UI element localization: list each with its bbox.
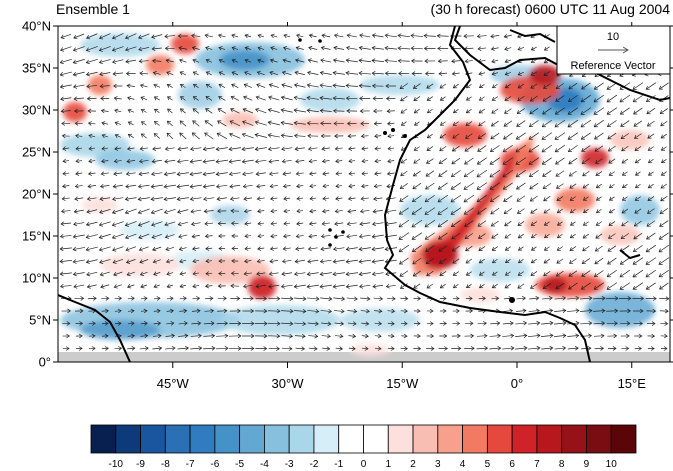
plot-title-right: (30 h forecast) 0600 UTC 11 Aug 2004	[430, 1, 670, 17]
colorbar-label: -2	[310, 459, 319, 470]
colorbar-label: 3	[435, 459, 441, 470]
colorbar-label: 7	[534, 459, 540, 470]
colorbar-label: -10	[109, 459, 124, 470]
lat-tick-label: 40°N	[22, 19, 51, 34]
colorbar-label: 0	[361, 459, 367, 470]
colorbar-label: -7	[186, 459, 195, 470]
lat-tick-label: 25°N	[22, 145, 51, 160]
colorbar-label: 5	[485, 459, 491, 470]
colorbar-box	[486, 424, 513, 454]
colorbar-box	[586, 424, 612, 454]
reference-vector-label: Reference Vector	[571, 60, 656, 72]
latitude-axis: 0° 5°N 10°N 15°N 20°N 25°N 30°N 35°N 40°N	[22, 19, 673, 370]
lat-tick-label: 10°N	[22, 271, 51, 286]
colorbar-box	[412, 424, 439, 454]
colorbar-box	[189, 424, 216, 454]
colorbar-box	[115, 424, 141, 454]
longitude-axis: 45°W 30°W 15°W 0° 15°E	[157, 22, 646, 391]
anomaly-field	[60, 33, 660, 356]
colorbar-box	[437, 424, 463, 454]
colorbar-box	[90, 424, 117, 454]
islands	[298, 38, 515, 303]
colorbar-box	[363, 424, 389, 454]
colorbar-label: -1	[334, 459, 343, 470]
plot-title-left: Ensemble 1	[56, 1, 130, 17]
colorbar-label: 10	[606, 459, 618, 470]
colorbar-label: 9	[584, 459, 590, 470]
colorbar-label: 4	[460, 459, 466, 470]
colorbar-label: -8	[161, 459, 170, 470]
colorbar-label: -3	[285, 459, 294, 470]
colorbar-label: -4	[260, 459, 269, 470]
lon-tick-label: 30°W	[272, 376, 305, 391]
colorbar-label: -9	[136, 459, 145, 470]
colorbar-box	[462, 424, 488, 454]
colorbar-box	[387, 424, 414, 454]
colorbar: -10 -9 -8 -7 -6 -5 -4 -3 -2 -1 0 1 2 3 4 5 6 7 8 9 10	[90, 424, 637, 470]
colorbar-label: -6	[210, 459, 219, 470]
colorbar-box	[140, 424, 166, 454]
colorbar-box	[264, 424, 290, 454]
lat-tick-label: 15°N	[22, 229, 51, 244]
coastlines	[58, 26, 670, 362]
lat-tick-label: 5°N	[29, 313, 51, 328]
lat-tick-label: 30°N	[22, 103, 51, 118]
reference-vector-box: 10 Reference Vector	[556, 26, 670, 75]
lon-tick-label: 0°	[511, 376, 523, 391]
lon-tick-label: 15°W	[386, 376, 419, 391]
colorbar-box	[164, 424, 191, 454]
colorbar-box	[561, 424, 587, 454]
lat-tick-label: 0°	[39, 355, 51, 370]
lon-tick-label: 45°W	[157, 376, 190, 391]
colorbar-box	[214, 424, 241, 454]
colorbar-label: 6	[509, 459, 515, 470]
colorbar-label: 8	[559, 459, 565, 470]
missing-data-band	[58, 352, 670, 362]
reference-vector-magnitude: 10	[607, 31, 619, 43]
colorbar-label: 1	[385, 459, 391, 470]
colorbar-box	[239, 424, 265, 454]
colorbar-box	[610, 424, 637, 454]
colorbar-label: 2	[410, 459, 416, 470]
colorbar-box	[536, 424, 563, 454]
colorbar-label: -5	[235, 459, 244, 470]
lat-tick-label: 35°N	[22, 61, 51, 76]
colorbar-box	[288, 424, 315, 454]
lat-tick-label: 20°N	[22, 187, 51, 202]
colorbar-box	[511, 424, 538, 454]
colorbar-box	[338, 424, 364, 454]
colorbar-box	[313, 424, 340, 454]
lon-tick-label: 15°E	[618, 376, 647, 391]
